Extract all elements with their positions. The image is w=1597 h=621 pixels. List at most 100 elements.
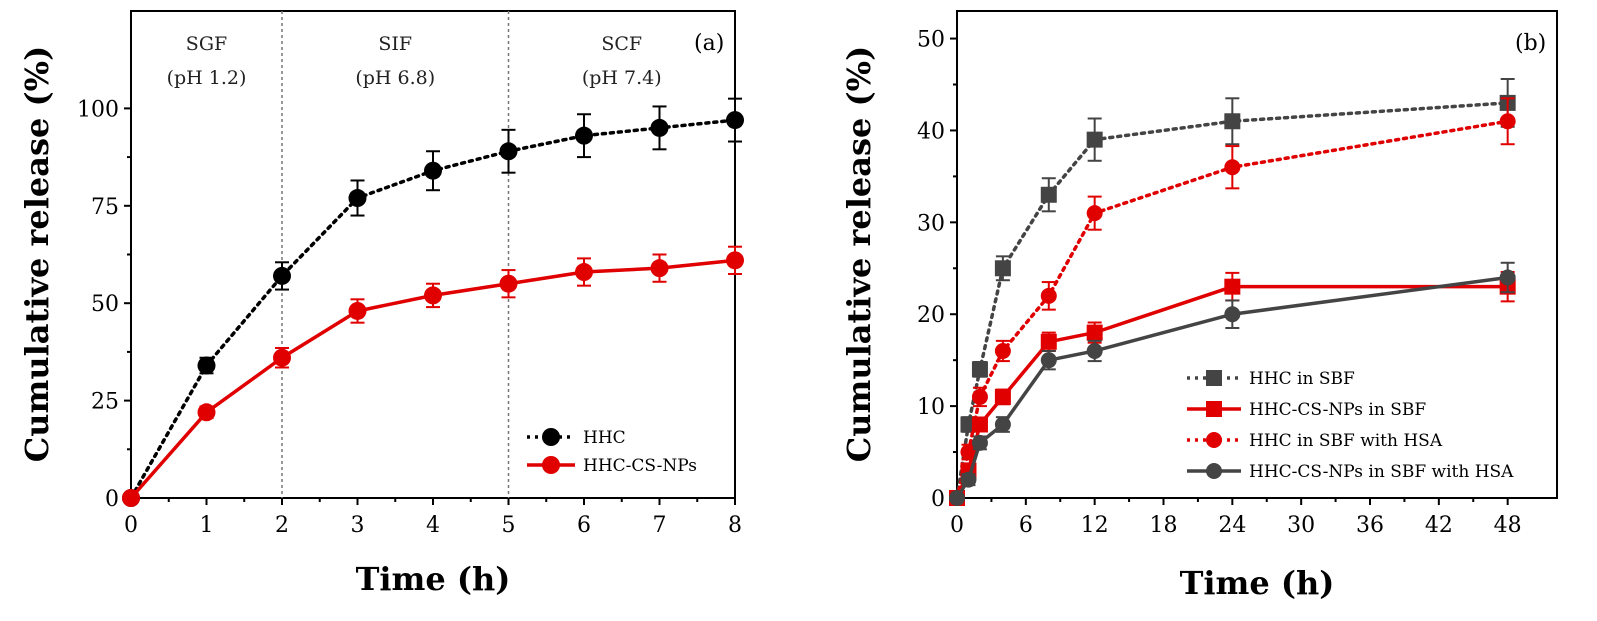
panel-0-y-tick-label: 0 [105,487,119,512]
panel-1-legend-marker [1206,463,1222,479]
panel-1-y-tick-label: 30 [917,211,945,236]
panel-0-y-tick-label: 75 [91,195,119,220]
panel-a-y-axis-title: Cumulative release (%) [18,46,56,462]
panel-1-legend: HHC in SBF HHC-CS-NPs in SBF HHC in SBF wi… [1187,369,1514,482]
panel-0-x-tick-label: 6 [577,513,591,538]
panel-1-legend-marker [1206,432,1222,448]
panel-1-series-3-point [960,471,977,488]
panel-0-x-tick-label: 4 [426,513,440,538]
panel-0-series-1-point [726,251,744,270]
panel-1-series-2-point [1499,113,1516,130]
panel-1-x-tick-label: 36 [1356,513,1384,538]
panel-1-series-2-point [1224,159,1241,176]
panel-1-legend-label: HHC-CS-NPs in SBF [1249,400,1426,420]
panel-b-plot-frame [956,10,1558,499]
panel-b-x-axis-title: Time (h) [1180,564,1335,602]
panel-b: (b) Time (h) Cumulative release (%) [840,10,1558,602]
panel-1-legend-label: HHC-CS-NPs in SBF with HSA [1249,462,1514,482]
panel-0-region-name: SGF [186,33,227,55]
panel-1-x-tick-label: 48 [1494,513,1522,538]
panel-0-legend-marker [542,456,560,474]
panel-0-series-0-point [273,266,291,285]
panel-0-series-1-point [424,286,442,305]
panel-0-legend: HHC HHC-CS-NPs [527,428,697,476]
panel-1-x-tick-label: 42 [1425,513,1453,538]
panel-0-x-tick-label: 1 [200,513,214,538]
panel-0-series-0-point [726,111,744,130]
panel-1-series-2-point [1086,205,1103,222]
panel-1-series-3-point [1499,269,1516,286]
panel-a-label: (a) [694,31,724,56]
panel-1-series-2-point [971,388,988,405]
panel-1-y-tick-label: 40 [917,119,945,144]
panel-1-x-tick-label: 0 [950,513,964,538]
panel-1-series-3-point [1040,352,1057,369]
panel-a-x-axis-title: Time (h) [356,560,511,598]
panel-0-series-1 [122,245,744,507]
panel-1-y-tick-label: 20 [917,303,945,328]
panel-1-x-tick-label: 12 [1081,513,1109,538]
panel-0-region-ph: (pH 7.4) [582,67,662,89]
panel-0-series-0-point [650,118,669,137]
panel-0-region-name: SIF [378,33,412,55]
panel-1-y-tick-label: 10 [917,395,945,420]
panel-0-x-tick-label: 5 [502,513,516,538]
panel-1-series-1-point [1224,278,1241,295]
panel-1-legend-label: HHC in SBF with HSA [1249,431,1443,451]
panel-0-series-0-point [348,189,367,208]
panel-b-label: (b) [1515,31,1546,56]
panel-b-y-axis-title: Cumulative release (%) [840,46,878,462]
panel-1-series-0-point [1040,186,1057,203]
panel-1-series-2-point [994,342,1011,359]
panel-0-legend-label: HHC-CS-NPs [583,456,697,476]
panel-0-series-1-point [197,403,216,422]
panel-1-series-3-point [1224,306,1241,323]
panel-1-series-1-point [1040,333,1057,350]
panel-0-region-ph: (pH 6.8) [355,67,435,89]
panel-1-series-0-point [994,260,1011,277]
panel-1-series-3-point [971,434,988,451]
panel-0-y-tick-label: 50 [91,292,119,317]
panel-1-series-1-point [1086,324,1103,341]
panel-1-series-0-point [1086,131,1103,148]
panel-1-y-tick-label: 0 [931,487,945,512]
panel-0-series-1-point [273,348,291,367]
panel-1-x-tick-label: 6 [1019,513,1033,538]
panel-0-region-name: SCF [601,33,642,55]
panel-0-series-1-point [348,301,367,320]
panel-0-x-tick-label: 2 [275,513,289,538]
panel-0-legend-label: HHC [583,428,626,448]
panel-1-series-0-line [955,101,1510,500]
panel-1-x-tick-label: 18 [1150,513,1178,538]
panel-0-x-tick-label: 8 [728,513,742,538]
panel-1-series-3 [949,261,1516,506]
panel-0-plot: 0 1 2 3 4 5 6 7 8 0 25 50 75 100 SGF (pH 1.2) SIF (pH 6.8… [77,11,744,538]
panel-0-series-1-point [575,263,593,282]
panel-0-series-1-point [650,259,669,278]
panel-0-series-0-point [197,356,216,375]
panel-1-legend-marker [1206,370,1222,386]
panel-0-x-tick-label: 3 [351,513,365,538]
panel-0-y-tick-label: 100 [77,97,119,122]
panel-1-y-tick-label: 50 [917,28,945,53]
panel-0-legend-marker [542,428,560,446]
panel-0-series-0-point [499,142,518,161]
panel-1-series-2-point [1040,287,1057,304]
panel-0-series-0-point [575,126,593,145]
panel-0-series-1-point [122,489,140,507]
panel-0-x-tick-label: 7 [653,513,667,538]
panel-0-x-tick-label: 0 [124,513,138,538]
panel-1-series-3-point [949,490,965,506]
panel-0-series-0-point [424,161,442,180]
panel-1-series-0-point [1224,113,1241,130]
panel-0-series-1-point [499,274,518,293]
panel-0-region-ph: (pH 1.2) [167,67,247,89]
panel-1-series-1-point [994,388,1011,405]
panel-1-series-3-point [1086,342,1103,359]
panel-1-x-tick-label: 30 [1287,513,1315,538]
panel-1-x-tick-label: 24 [1218,513,1246,538]
panel-1-legend-label: HHC in SBF [1249,369,1355,389]
